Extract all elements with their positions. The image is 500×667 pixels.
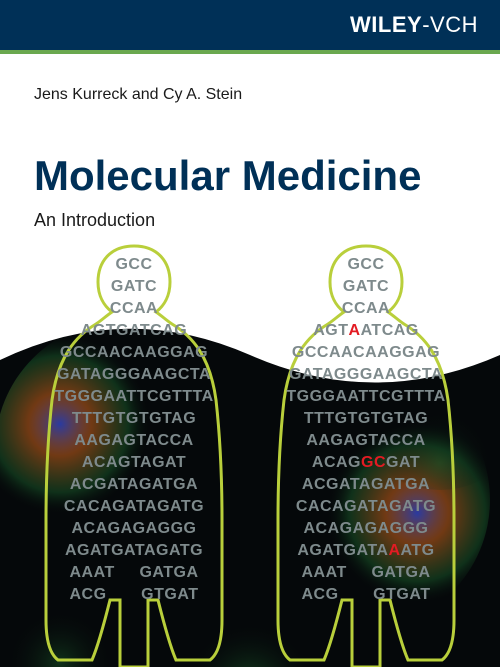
sequence-line: CCAA — [268, 298, 464, 320]
sequence-line: CCAA — [36, 298, 232, 320]
sequence-line: AAGAGTACCA — [36, 430, 232, 452]
sequence-line: ACAGGCGAT — [268, 452, 464, 474]
sequence-line: ACGATAGATGA — [268, 474, 464, 496]
sequence-line: GATC — [36, 276, 232, 298]
mutation: A — [349, 322, 361, 339]
sequence-line: ACG GTGAT — [36, 584, 232, 606]
sequence-line: GATC — [268, 276, 464, 298]
sequence-line: GATAGGGAAGCTA — [268, 364, 464, 386]
sequence-line: ACAGTAGAT — [36, 452, 232, 474]
sequence-line: GCCAACAAGGAG — [268, 342, 464, 364]
sequence-line: AGTGATCAG — [36, 320, 232, 342]
sequence-right: GCCGATCCCAAAGTAATCAGGCCAACAAGGAGGATAGGGA… — [268, 254, 464, 606]
sequence-line: AAAT GATGA — [36, 562, 232, 584]
publisher-logo: WILEY-VCH — [350, 12, 478, 38]
sequence-line: AGATGATAAATG — [268, 540, 464, 562]
sequence-line: TTTGTGTGTAG — [268, 408, 464, 430]
sequence-line: GATAGGGAAGCTA — [36, 364, 232, 386]
sequence-line: ACGATAGATGA — [36, 474, 232, 496]
mutation: A — [388, 542, 400, 559]
publisher-sep: - — [422, 12, 430, 37]
sequence-left: GCCGATCCCAAAGTGATCAGGCCAACAAGGAGGATAGGGA… — [36, 254, 232, 606]
sequence-line: CACAGATAGATG — [268, 496, 464, 518]
sequence-line: TGGGAATTCGTTTA — [268, 386, 464, 408]
sequence-line: AAGAGTACCA — [268, 430, 464, 452]
publisher-bar: WILEY-VCH — [0, 0, 500, 50]
authors: Jens Kurreck and Cy A. Stein — [34, 86, 242, 104]
sequence-line: CACAGATAGATG — [36, 496, 232, 518]
sequence-line: TTTGTGTGTAG — [36, 408, 232, 430]
sequence-line: TGGGAATTCGTTTA — [36, 386, 232, 408]
book-title: Molecular Medicine — [34, 152, 421, 200]
sequence-line: ACAGAGAGGG — [268, 518, 464, 540]
publisher-bold: WILEY — [350, 12, 422, 37]
sequence-line: GCC — [36, 254, 232, 276]
sequence-line: AGATGATAGATG — [36, 540, 232, 562]
sequence-line: GCC — [268, 254, 464, 276]
mutation: GC — [361, 454, 386, 471]
sequence-line: ACAGAGAGGG — [36, 518, 232, 540]
sequence-line: AAAT GATGA — [268, 562, 464, 584]
publisher-rest: VCH — [430, 12, 478, 37]
book-cover: WILEY-VCH Jens Kurreck and Cy A. Stein M… — [0, 0, 500, 667]
sequence-line: ACG GTGAT — [268, 584, 464, 606]
sequence-line: GCCAACAAGGAG — [36, 342, 232, 364]
book-subtitle: An Introduction — [34, 210, 155, 231]
sequence-line: AGTAATCAG — [268, 320, 464, 342]
